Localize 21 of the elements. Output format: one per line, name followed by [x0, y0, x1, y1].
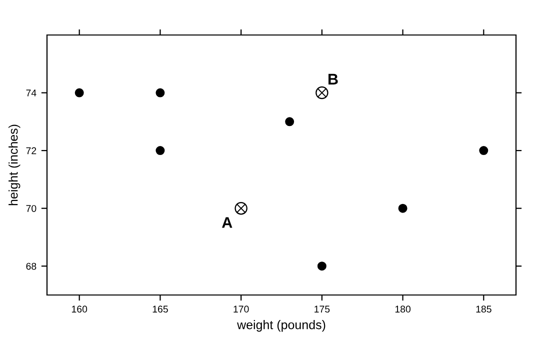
y-axis-title: height (inches) — [8, 124, 20, 206]
x-axis-title: weight (pounds) — [237, 320, 326, 332]
annotation: A — [222, 217, 232, 228]
x-tick-label: 185 — [476, 306, 492, 313]
y-tick-label: 72 — [26, 147, 36, 154]
x-tick-label: 160 — [72, 306, 88, 313]
annotation: B — [328, 74, 338, 84]
point — [398, 204, 408, 213]
y-tick-label: 68 — [26, 262, 36, 270]
point — [156, 146, 165, 156]
point — [479, 146, 488, 156]
x-tick-label: 165 — [152, 306, 168, 313]
x-tick-label: 175 — [314, 306, 330, 313]
point — [74, 88, 84, 98]
y-tick-label: 74 — [26, 90, 36, 96]
x-tick-label: 180 — [395, 306, 411, 313]
point — [317, 262, 326, 271]
point — [156, 88, 165, 98]
y-tick-label: 70 — [26, 205, 36, 212]
x-tick-label: 170 — [234, 306, 249, 313]
point — [285, 117, 294, 126]
